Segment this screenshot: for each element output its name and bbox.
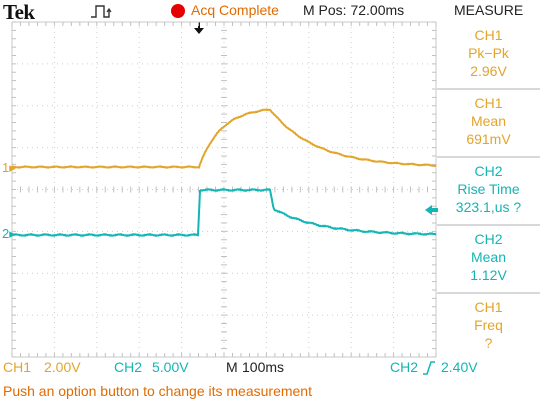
measurement-source: CH2 (474, 163, 503, 179)
trigger-source: CH2 (390, 359, 419, 375)
measurement-type: Mean (470, 249, 507, 265)
bottom-status-bar: CH1 2.00V CH2 5.00V M 100ms CH2 2.40V Pu… (0, 357, 540, 404)
measurement-source: CH2 (474, 231, 503, 247)
measurement-value: ? (484, 335, 493, 351)
measurement-slot-4[interactable]: CH2 Mean 1.12V (437, 226, 540, 292)
measurement-slot-2[interactable]: CH1 Mean 691mV (437, 90, 540, 156)
divider (437, 156, 540, 158)
brand-logo: Tek (3, 0, 35, 24)
measurement-source: CH1 (474, 95, 503, 111)
rising-edge-icon (423, 361, 435, 375)
graticule-grid (11, 21, 437, 358)
divider (437, 88, 540, 90)
timebase-value: 100ms (242, 359, 285, 375)
measurement-slot-5[interactable]: CH1 Freq ? (437, 294, 540, 360)
measurement-type: Pk−Pk (468, 45, 509, 61)
measurement-value: 691mV (466, 131, 511, 147)
ch2-ground-marker: 2▸ (2, 226, 16, 241)
divider (437, 292, 540, 294)
measurement-type: Rise Time (457, 181, 520, 197)
acquisition-status: Acq Complete (191, 2, 279, 18)
measurement-slot-3[interactable]: CH2 Rise Time 323.1,us ? (437, 158, 540, 224)
top-status-bar: Tek Acq Complete M Pos: 72.00ms MEASURE (0, 0, 540, 24)
measurement-type: Freq (474, 317, 503, 333)
measurement-type: Mean (470, 113, 507, 129)
ch1-scale-value: 2.00V (44, 359, 81, 375)
ch2-waveform-trace (12, 187, 437, 238)
acquisition-indicator-icon (171, 4, 185, 18)
measurement-source: CH1 (474, 299, 503, 315)
timebase-label: M (226, 359, 238, 375)
horizontal-position: M Pos: 72.00ms (303, 2, 405, 18)
measurement-slot-1[interactable]: CH1 Pk−Pk 2.96V (437, 22, 540, 88)
trigger-level-arrow-icon (425, 205, 438, 215)
trigger-pulse-icon (91, 5, 112, 18)
ch1-waveform-trace (11, 108, 437, 169)
ch1-ground-marker: 1▸ (2, 160, 16, 175)
ch1-scale-label: CH1 (3, 359, 32, 375)
measurement-value: 2.96V (470, 63, 507, 79)
measurement-panel: CH1 Pk−Pk 2.96V CH1 Mean 691mV CH2 Rise … (437, 22, 540, 357)
measurement-value: 1.12V (470, 267, 507, 283)
trigger-level: 2.40V (441, 359, 478, 375)
divider (437, 224, 540, 226)
ch2-scale-value: 5.00V (152, 359, 189, 375)
help-message: Push an option button to change its meas… (3, 383, 312, 399)
measurement-value: 323.1,us ? (455, 199, 522, 215)
measurement-source: CH1 (474, 27, 503, 43)
menu-title: MEASURE (454, 2, 524, 18)
ch2-scale-label: CH2 (114, 359, 143, 375)
